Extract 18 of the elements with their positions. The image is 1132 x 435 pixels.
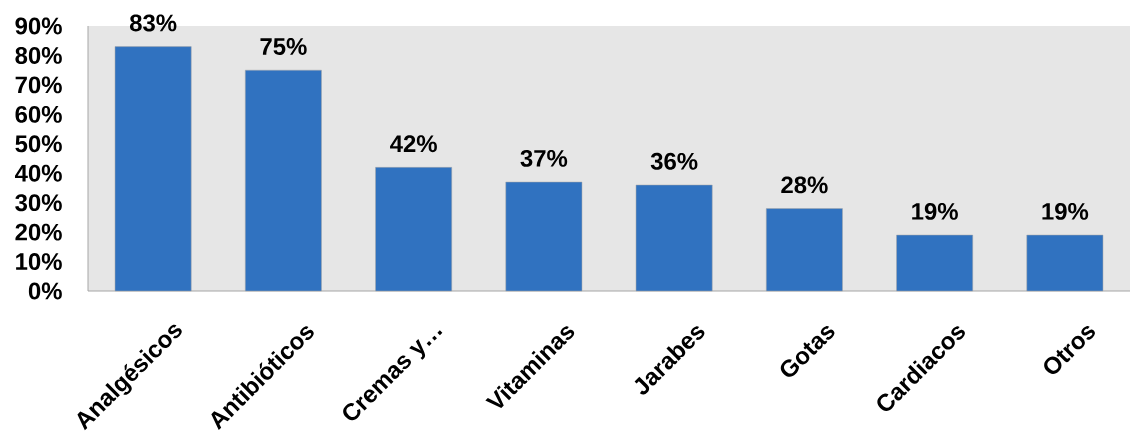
- y-tick-label: 0%: [28, 282, 62, 300]
- y-tick-label: 80%: [15, 46, 62, 64]
- data-label: 19%: [912, 202, 958, 220]
- data-label: 75%: [260, 38, 307, 55]
- y-tick-label: 10%: [16, 253, 62, 271]
- data-label: 19%: [1042, 202, 1089, 220]
- y-tick-label: 40%: [14, 164, 62, 182]
- data-label: 37%: [520, 149, 568, 167]
- y-tick-label: 20%: [15, 223, 62, 241]
- data-label: 36%: [650, 152, 698, 170]
- data-label: 42%: [390, 135, 437, 153]
- y-tick-label: 30%: [15, 194, 62, 212]
- y-tick-label: 70%: [15, 76, 62, 94]
- y-tick-label: 60%: [15, 105, 62, 123]
- y-tick-label: 50%: [15, 135, 62, 153]
- data-label: 28%: [781, 176, 828, 194]
- y-tick-label: 90%: [15, 17, 62, 35]
- data-label: 83%: [129, 14, 177, 32]
